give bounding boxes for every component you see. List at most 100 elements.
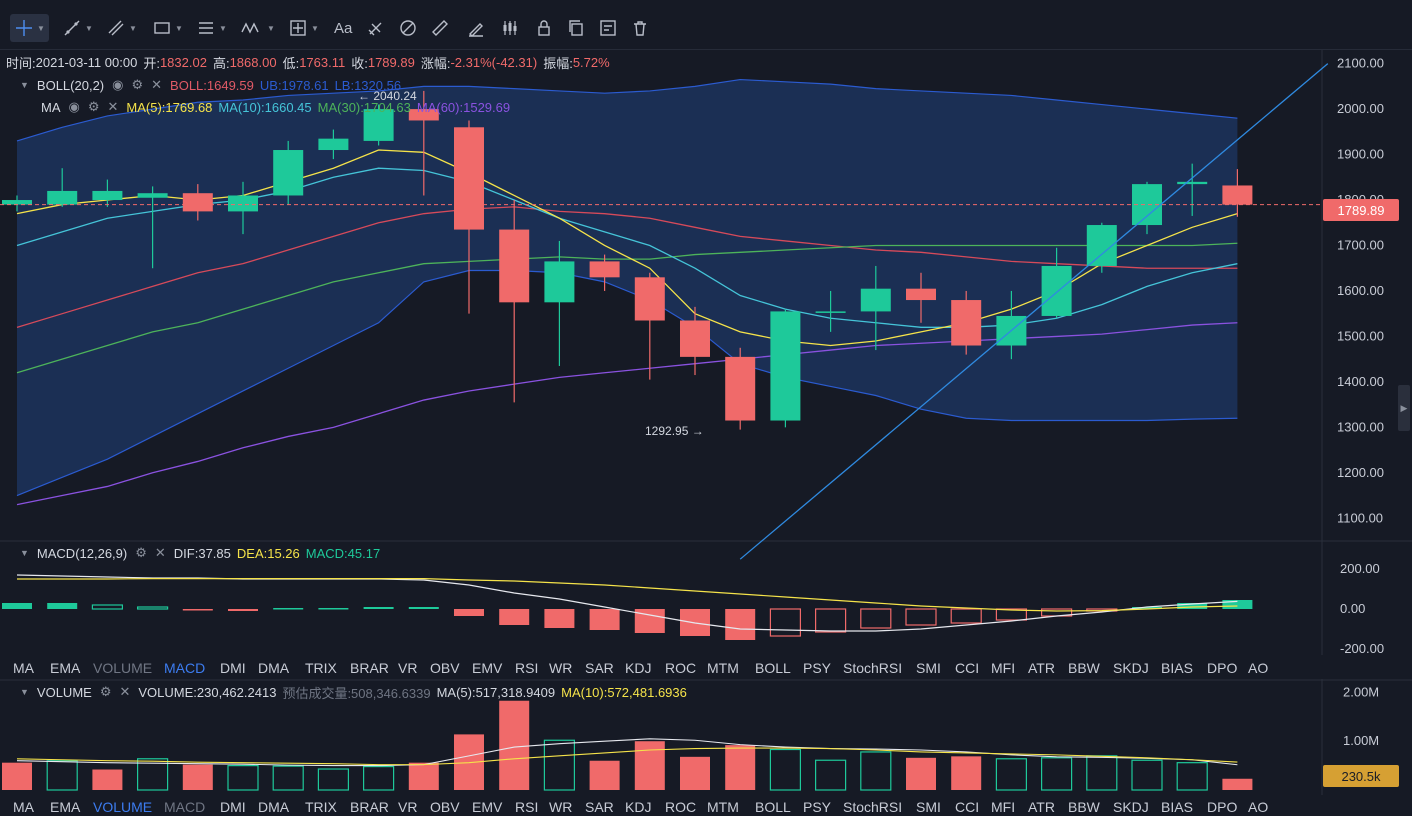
tab-mtm[interactable]: MTM (707, 799, 739, 815)
gear-icon[interactable]: ⚙ (135, 545, 147, 560)
tab-emv[interactable]: EMV (472, 660, 503, 676)
tab-ma[interactable]: MA (13, 799, 34, 815)
tab-wr[interactable]: WR (549, 660, 573, 676)
eye-icon[interactable]: ◉ (68, 99, 80, 114)
tab-dmi[interactable]: DMI (220, 660, 246, 676)
tab-bbw[interactable]: BBW (1068, 660, 1100, 676)
wave-tool[interactable]: ▼ (240, 14, 275, 42)
tab-ema[interactable]: EMA (50, 799, 81, 815)
tab-boll[interactable]: BOLL (755, 799, 791, 815)
tab-macd[interactable]: MACD (164, 799, 206, 815)
tab-kdj[interactable]: KDJ (625, 799, 652, 815)
fib-tool[interactable]: ▼ (196, 14, 227, 42)
tab-sar[interactable]: SAR (585, 799, 614, 815)
tab-mfi[interactable]: MFI (991, 660, 1016, 676)
tab-macd[interactable]: MACD (164, 660, 206, 676)
tab-roc[interactable]: ROC (665, 799, 697, 815)
tab-volume[interactable]: VOLUME (93, 660, 153, 676)
tab-ao[interactable]: AO (1248, 799, 1269, 815)
close-icon[interactable]: ✕ (151, 77, 163, 92)
tab-obv[interactable]: OBV (430, 799, 460, 815)
tab-ao[interactable]: AO (1248, 660, 1269, 676)
tab-trix[interactable]: TRIX (305, 660, 337, 676)
collapse-icon[interactable]: ▼ (20, 548, 29, 558)
gear-icon[interactable]: ⚙ (99, 684, 112, 699)
tab-roc[interactable]: ROC (665, 660, 697, 676)
ruler-tool[interactable] (430, 14, 450, 42)
tab-dma[interactable]: DMA (258, 799, 290, 815)
tab-atr[interactable]: ATR (1028, 799, 1055, 815)
tab-volume[interactable]: VOLUME (93, 799, 153, 815)
tab-atr[interactable]: ATR (1028, 660, 1055, 676)
scroll-right-icon[interactable]: ▶ (1398, 385, 1410, 431)
volume-bar (906, 757, 936, 790)
tab-mfi[interactable]: MFI (991, 799, 1016, 815)
eye-icon[interactable]: ◉ (112, 77, 124, 92)
chevron-down-icon[interactable]: ▼ (219, 23, 227, 33)
tab-rsi[interactable]: RSI (515, 799, 539, 815)
brush-tool[interactable] (366, 14, 386, 42)
tab-dpo[interactable]: DPO (1207, 660, 1238, 676)
rectangle-tool[interactable]: ▼ (152, 14, 183, 42)
tab-ma[interactable]: MA (13, 660, 34, 676)
macd-bar (814, 608, 847, 633)
eraser-tool[interactable] (398, 14, 418, 42)
settings-list-tool[interactable] (598, 14, 618, 42)
tab-skdj[interactable]: SKDJ (1113, 799, 1149, 815)
crosshair-tool[interactable]: ▼ (10, 14, 49, 42)
tab-bias[interactable]: BIAS (1161, 799, 1193, 815)
tab-kdj[interactable]: KDJ (625, 660, 652, 676)
tab-brar[interactable]: BRAR (350, 799, 389, 815)
gear-icon[interactable]: ⚙ (87, 99, 100, 114)
chevron-down-icon[interactable]: ▼ (267, 23, 275, 33)
tab-cci[interactable]: CCI (955, 660, 980, 676)
tab-brar[interactable]: BRAR (350, 660, 389, 676)
close-icon[interactable]: ✕ (119, 684, 131, 699)
chevron-down-icon[interactable]: ▼ (37, 23, 45, 33)
close-icon[interactable]: ✕ (154, 545, 166, 560)
chevron-down-icon[interactable]: ▼ (175, 23, 183, 33)
tab-dma[interactable]: DMA (258, 660, 290, 676)
trend-line-tool[interactable]: ▼ (62, 14, 93, 42)
tab-obv[interactable]: OBV (430, 660, 460, 676)
measure-tool[interactable]: ▼ (288, 14, 319, 42)
tab-sar[interactable]: SAR (585, 660, 614, 676)
tab-bbw[interactable]: BBW (1068, 799, 1100, 815)
lock-tool[interactable] (534, 14, 554, 42)
collapse-icon[interactable]: ▼ (20, 80, 29, 90)
tab-psy[interactable]: PSY (803, 660, 832, 676)
tab-emv[interactable]: EMV (472, 799, 503, 815)
gear-icon[interactable]: ⚙ (131, 77, 144, 92)
candle-tool[interactable] (500, 14, 520, 42)
tab-wr[interactable]: WR (549, 799, 573, 815)
multi-line-tool[interactable]: ▼ (106, 14, 137, 42)
tab-boll[interactable]: BOLL (755, 660, 791, 676)
chevron-down-icon[interactable]: ▼ (85, 23, 93, 33)
tab-smi[interactable]: SMI (916, 799, 941, 815)
chevron-down-icon[interactable]: ▼ (129, 23, 137, 33)
trash-tool[interactable] (630, 14, 650, 42)
ma5-line (16, 149, 1238, 347)
tab-stochrsi[interactable]: StochRSI (843, 660, 903, 676)
tab-dpo[interactable]: DPO (1207, 799, 1238, 815)
copy-tool[interactable] (566, 14, 586, 42)
chevron-down-icon[interactable]: ▼ (311, 23, 319, 33)
tab-skdj[interactable]: SKDJ (1113, 660, 1149, 676)
tab-stochrsi[interactable]: StochRSI (843, 799, 903, 815)
tab-smi[interactable]: SMI (916, 660, 941, 676)
close-icon[interactable]: ✕ (107, 99, 119, 114)
tab-psy[interactable]: PSY (803, 799, 832, 815)
tab-vr[interactable]: VR (398, 799, 418, 815)
tab-trix[interactable]: TRIX (305, 799, 337, 815)
tab-cci[interactable]: CCI (955, 799, 980, 815)
text-tool[interactable]: Aa (334, 14, 352, 42)
tab-dmi[interactable]: DMI (220, 799, 246, 815)
tab-ema[interactable]: EMA (50, 660, 81, 676)
tab-rsi[interactable]: RSI (515, 660, 539, 676)
pen-tool[interactable] (466, 14, 486, 42)
tab-mtm[interactable]: MTM (707, 660, 739, 676)
tab-vr[interactable]: VR (398, 660, 418, 676)
tab-bias[interactable]: BIAS (1161, 660, 1193, 676)
collapse-icon[interactable]: ▼ (20, 687, 29, 697)
